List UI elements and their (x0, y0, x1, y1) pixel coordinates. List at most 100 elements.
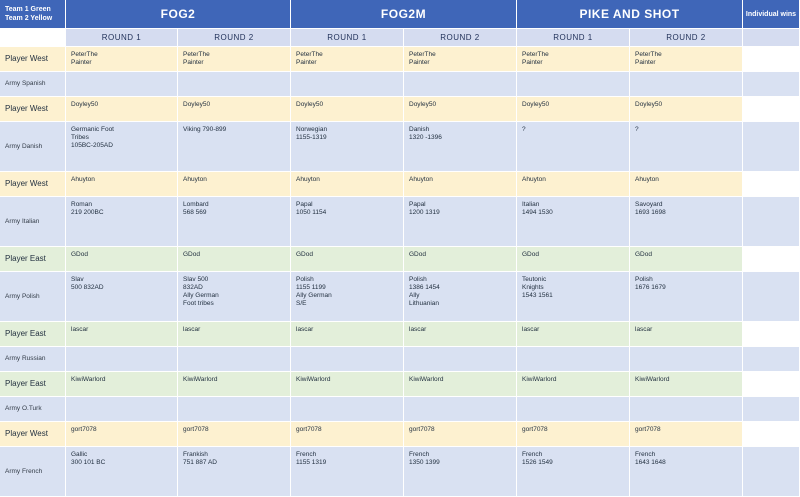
player-name-cell: KiwiWarlord (291, 372, 404, 397)
individual-wins-cell (743, 197, 800, 247)
army-cell (630, 397, 743, 422)
player-name-cell: PeterThe Painter (517, 47, 630, 72)
game-header-pike-and-shot: PIKE AND SHOT (517, 0, 743, 29)
player-name-cell: Doyley50 (291, 97, 404, 122)
player-name-cell: Doyley50 (404, 97, 517, 122)
army-cell: Slav 500 832AD (66, 272, 178, 322)
army-cell (291, 72, 404, 97)
army-cell: ? (517, 122, 630, 172)
player-name-cell: lascar (517, 322, 630, 347)
army-cell: Danish 1320 -1396 (404, 122, 517, 172)
army-cell: Polish 1155 1199 Ally German S/E (291, 272, 404, 322)
player-name-cell: gort7078 (517, 422, 630, 447)
player-label: Player East (0, 372, 66, 397)
individual-wins-header: Individual wins (743, 0, 800, 29)
army-cell: French 1155 1319 (291, 447, 404, 497)
player-name-cell: Ahuyton (66, 172, 178, 197)
player-name-cell: PeterThe Painter (66, 47, 178, 72)
player-name-cell: PeterThe Painter (291, 47, 404, 72)
player-name-cell: gort7078 (291, 422, 404, 447)
player-name-cell: Ahuyton (517, 172, 630, 197)
individual-wins-cell (743, 397, 800, 422)
player-name-cell: Ahuyton (178, 172, 291, 197)
army-label: Army French (0, 447, 66, 497)
round-header: ROUND 1 (66, 29, 178, 47)
army-cell (178, 397, 291, 422)
player-label: Player West (0, 97, 66, 122)
player-name-cell: GDod (291, 247, 404, 272)
individual-wins-cell (743, 172, 800, 197)
player-name-cell: GDod (404, 247, 517, 272)
army-cell: Roman 219 200BC (66, 197, 178, 247)
player-name-cell: Doyley50 (630, 97, 743, 122)
army-cell (291, 347, 404, 372)
player-label: Player East (0, 247, 66, 272)
player-name-cell: gort7078 (630, 422, 743, 447)
player-name-cell: KiwiWarlord (517, 372, 630, 397)
army-cell (630, 347, 743, 372)
player-name-cell: GDod (630, 247, 743, 272)
army-cell (178, 72, 291, 97)
army-cell: Italian 1494 1530 (517, 197, 630, 247)
player-name-cell: KiwiWarlord (404, 372, 517, 397)
player-name-cell: PeterThe Painter (404, 47, 517, 72)
team-legend: Team 1 Green Team 2 Yellow (0, 0, 66, 29)
player-name-cell: lascar (66, 322, 178, 347)
army-cell: French 1526 1549 (517, 447, 630, 497)
army-cell (66, 347, 178, 372)
army-cell: Savoyard 1693 1698 (630, 197, 743, 247)
army-cell: Lombard 568 569 (178, 197, 291, 247)
player-name-cell: gort7078 (404, 422, 517, 447)
round-header: ROUND 2 (178, 29, 291, 47)
army-cell: Frankish 751 887 AD (178, 447, 291, 497)
army-label: Army Spanish (0, 72, 66, 97)
player-name-cell: KiwiWarlord (630, 372, 743, 397)
player-label: Player West (0, 422, 66, 447)
player-name-cell: lascar (630, 322, 743, 347)
army-cell (517, 397, 630, 422)
army-cell: French 1350 1399 (404, 447, 517, 497)
player-name-cell: Doyley50 (517, 97, 630, 122)
army-cell (517, 72, 630, 97)
player-name-cell: Doyley50 (66, 97, 178, 122)
game-header-fog2m: FOG2M (291, 0, 517, 29)
player-name-cell: gort7078 (66, 422, 178, 447)
individual-wins-cell (743, 272, 800, 322)
individual-wins-cell (743, 47, 800, 72)
round-header-spacer (743, 29, 800, 47)
individual-wins-cell (743, 72, 800, 97)
army-cell (517, 347, 630, 372)
army-cell: Slav 500 832AD Ally German Foot tribes (178, 272, 291, 322)
player-name-cell: KiwiWarlord (178, 372, 291, 397)
army-cell: Germanic Foot Tribes 105BC-205AD (66, 122, 178, 172)
army-cell (66, 397, 178, 422)
army-cell (404, 72, 517, 97)
player-name-cell: Ahuyton (404, 172, 517, 197)
army-label: Army Polish (0, 272, 66, 322)
round-header: ROUND 2 (630, 29, 743, 47)
army-cell: Polish 1386 1454 Ally Lithuanian (404, 272, 517, 322)
army-cell: Norwegian 1155-1319 (291, 122, 404, 172)
army-cell: Teutonic Knights 1543 1561 (517, 272, 630, 322)
army-cell: Polish 1676 1679 (630, 272, 743, 322)
army-cell: Viking 790-899 (178, 122, 291, 172)
player-label: Player West (0, 172, 66, 197)
individual-wins-cell (743, 97, 800, 122)
player-name-cell: PeterThe Painter (630, 47, 743, 72)
individual-wins-cell (743, 422, 800, 447)
army-cell (178, 347, 291, 372)
player-name-cell: Ahuyton (291, 172, 404, 197)
round-header: ROUND 1 (291, 29, 404, 47)
army-label: Army Danish (0, 122, 66, 172)
player-label: Player West (0, 47, 66, 72)
individual-wins-cell (743, 447, 800, 497)
player-name-cell: lascar (404, 322, 517, 347)
player-name-cell: gort7078 (178, 422, 291, 447)
army-cell (66, 72, 178, 97)
player-name-cell: GDod (517, 247, 630, 272)
player-label: Player East (0, 322, 66, 347)
army-label: Army Russian (0, 347, 66, 372)
army-cell: ? (630, 122, 743, 172)
